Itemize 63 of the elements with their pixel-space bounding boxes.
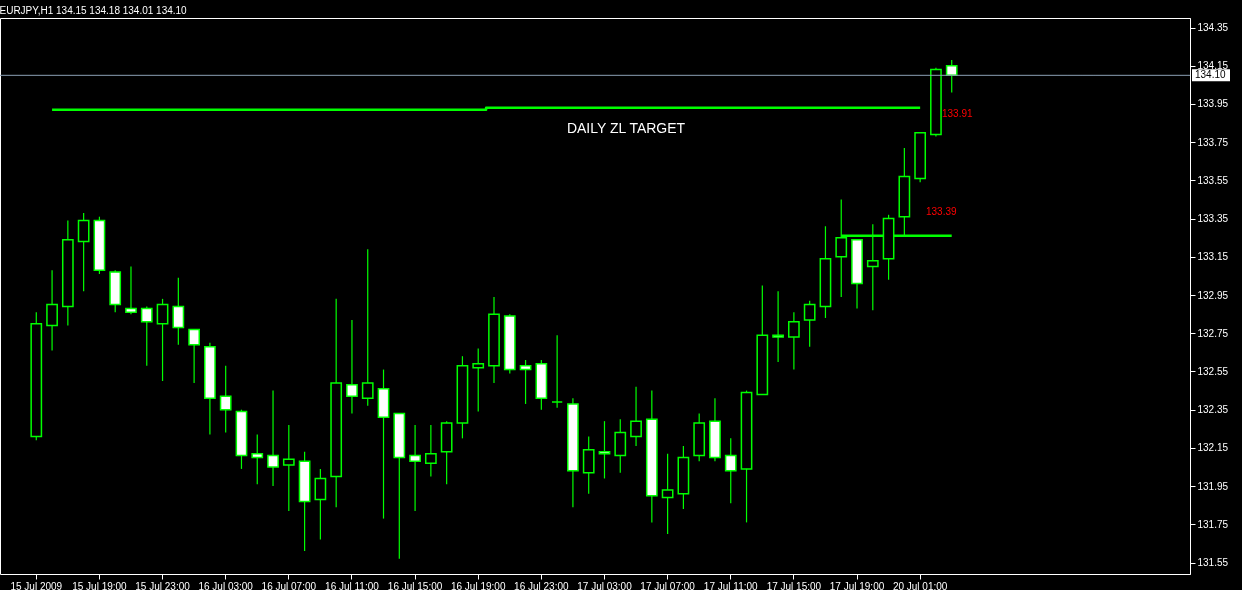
x-tick-label: 16 Jul 07:00 xyxy=(261,580,317,590)
candlestick xyxy=(945,59,958,94)
x-tick-label: 16 Jul 15:00 xyxy=(387,580,443,590)
y-tick-label: 133.15 xyxy=(1197,251,1229,263)
candlestick xyxy=(346,319,358,415)
candlestick xyxy=(614,418,627,474)
candlestick xyxy=(361,248,374,407)
x-tick-label: 15 Jul 23:00 xyxy=(135,580,191,590)
y-tick-label: 131.55 xyxy=(1197,557,1229,569)
candlestick xyxy=(140,305,153,367)
y-tick-label: 132.75 xyxy=(1197,327,1229,339)
y-tick-label: 132.95 xyxy=(1197,289,1229,301)
candlestick xyxy=(125,265,137,315)
x-tick-label: 17 Jul 19:00 xyxy=(829,580,885,590)
annotation: 133.91 xyxy=(942,108,974,119)
y-tick-label: 134.35 xyxy=(1197,22,1229,34)
x-tick-label: 15 Jul 19:00 xyxy=(72,580,128,590)
y-tick-label: 133.55 xyxy=(1197,174,1229,186)
x-tick-label: 17 Jul 15:00 xyxy=(766,580,822,590)
candlestick xyxy=(251,433,264,485)
chart-title: EURJPY,H1 134.15 134.18 134.01 134.10 xyxy=(0,5,188,16)
candlestick xyxy=(314,468,327,541)
candlestick xyxy=(772,290,784,363)
candlestick xyxy=(803,300,816,348)
x-tick-label: 16 Jul 11:00 xyxy=(325,580,380,590)
y-tick-label: 132.55 xyxy=(1197,365,1229,377)
candlestick xyxy=(156,298,169,382)
candlestick xyxy=(661,453,674,535)
y-tick-label: 133.75 xyxy=(1197,136,1229,148)
annotation: 133.39 xyxy=(926,206,958,217)
candlestick xyxy=(267,389,279,487)
y-tick-label: 131.75 xyxy=(1197,518,1229,530)
x-tick-label: 16 Jul 19:00 xyxy=(450,580,506,590)
x-tick-label: 20 Jul 01:00 xyxy=(892,580,948,590)
y-tick-label: 132.35 xyxy=(1197,404,1229,416)
y-tick-label: 134.15 xyxy=(1197,60,1229,72)
candlestick xyxy=(519,359,532,405)
candlestick xyxy=(282,424,295,512)
annotation: DAILY ZL TARGET xyxy=(566,119,686,136)
y-tick-label: 132.15 xyxy=(1197,442,1229,454)
candlestick xyxy=(77,212,90,292)
candlestick xyxy=(424,424,437,478)
candlestick xyxy=(551,334,564,409)
x-tick-label: 17 Jul 11:00 xyxy=(703,580,759,590)
candlestick xyxy=(188,328,200,384)
x-tick-label: 17 Jul 03:00 xyxy=(577,580,633,590)
y-tick-label: 133.35 xyxy=(1197,213,1229,225)
x-tick-label: 16 Jul 23:00 xyxy=(514,580,570,590)
ref-line-label: 134.10 xyxy=(1195,69,1227,81)
x-tick-label: 16 Jul 03:00 xyxy=(198,580,254,590)
x-tick-label: 17 Jul 07:00 xyxy=(640,580,696,590)
candlestick xyxy=(472,347,485,413)
y-tick-label: 133.95 xyxy=(1197,98,1229,110)
candlestick xyxy=(724,437,737,504)
candlestick xyxy=(46,269,58,352)
candlestick xyxy=(788,311,800,371)
y-tick-label: 131.95 xyxy=(1197,480,1229,492)
candlestick xyxy=(630,386,642,447)
candlestick xyxy=(409,424,421,512)
candlestick xyxy=(219,365,232,434)
x-tick-label: 15 Jul 2009 xyxy=(10,580,63,590)
candlestick xyxy=(582,435,595,495)
candlestick xyxy=(172,277,185,346)
